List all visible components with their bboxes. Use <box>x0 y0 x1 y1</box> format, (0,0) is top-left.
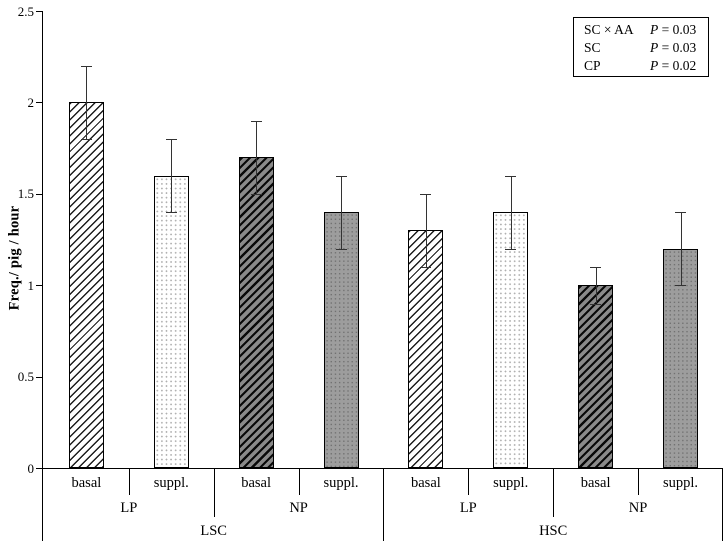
legend-p-value: P = 0.03 <box>650 39 696 57</box>
y-tick-label: 0 <box>27 460 35 476</box>
legend-term: SC × AA <box>584 22 634 37</box>
y-tick <box>36 468 42 469</box>
error-bar <box>680 212 682 286</box>
bar-lsc-lp-basal <box>68 102 104 468</box>
y-tick-label: 1 <box>27 277 35 293</box>
error-bar-cap-bottom <box>420 266 432 268</box>
p-symbol: P <box>650 22 659 37</box>
legend-term: CP <box>584 58 601 73</box>
p-symbol: P <box>650 40 659 55</box>
bar-lsc-np-basal <box>238 157 274 468</box>
p-equation: = 0.03 <box>661 40 697 55</box>
error-bar-cap-bottom <box>250 193 262 195</box>
y-tick <box>36 11 42 12</box>
bar-hsc-lp-suppl <box>493 212 529 468</box>
error-bar <box>256 120 258 194</box>
legend-row: SC × AA P = 0.03 <box>584 21 700 39</box>
error-bar-cap-top <box>165 139 177 140</box>
legend-p-value: P = 0.03 <box>650 21 696 39</box>
error-bar-cap-top <box>590 266 602 268</box>
error-bar-cap-bottom <box>505 248 517 250</box>
error-bar-cap-top <box>420 193 432 195</box>
error-bar-cap-top <box>505 175 517 177</box>
y-axis-line <box>42 11 43 541</box>
x-label-treatment: basal <box>71 475 102 491</box>
p-equation: = 0.02 <box>661 58 697 73</box>
p-symbol: P <box>650 58 659 73</box>
x-label-sc-group: LSC <box>200 523 227 539</box>
error-bar <box>425 193 427 267</box>
y-tick <box>36 285 42 287</box>
y-tick <box>36 102 42 104</box>
bar-hsc-np-basal <box>578 285 614 468</box>
error-bar-cap-bottom <box>335 248 347 250</box>
error-bar-cap-top <box>80 65 92 67</box>
error-bar-cap-top <box>675 212 686 214</box>
stats-legend-box: SC × AA P = 0.03 SC P = 0.03 CP P = 0.02 <box>573 17 709 77</box>
x-label-treatment: basal <box>580 475 611 491</box>
x-axis-line <box>42 468 722 469</box>
x-label-treatment: suppl. <box>323 475 359 491</box>
x-label-protein-group: NP <box>289 500 308 516</box>
y-tick-label: 2 <box>27 94 35 110</box>
y-tick <box>36 376 42 378</box>
group-separator <box>128 468 130 495</box>
error-bar-cap-top <box>250 120 262 122</box>
group-separator <box>468 468 470 495</box>
x-label-protein-group: LP <box>459 500 477 516</box>
error-bar-cap-bottom <box>590 303 602 305</box>
x-label-treatment: suppl. <box>153 475 189 491</box>
x-label-treatment: suppl. <box>662 475 699 491</box>
legend-row: SC P = 0.03 <box>584 39 700 57</box>
group-separator <box>638 468 640 495</box>
x-label-protein-group: NP <box>628 500 648 516</box>
bar-lsc-lp-suppl <box>153 175 189 468</box>
x-label-treatment: basal <box>410 475 441 491</box>
group-separator <box>383 468 385 541</box>
p-equation: = 0.03 <box>661 22 697 37</box>
y-tick-label: 1.5 <box>17 186 34 202</box>
y-tick <box>36 193 42 195</box>
error-bar <box>86 65 88 139</box>
axis-right-boundary <box>722 468 723 541</box>
group-separator <box>553 468 555 517</box>
group-separator <box>298 468 300 495</box>
x-label-treatment: suppl. <box>493 475 529 491</box>
legend-term: SC <box>584 40 601 55</box>
error-bar-cap-top <box>335 175 347 177</box>
error-bar <box>341 175 342 249</box>
y-tick-label: 0.5 <box>17 369 34 385</box>
error-bar <box>595 266 597 304</box>
legend-p-value: P = 0.02 <box>650 57 696 75</box>
error-bar-cap-bottom <box>80 139 92 140</box>
legend-row: CP P = 0.02 <box>584 57 700 75</box>
bar-lsc-np-suppl <box>323 212 359 468</box>
x-label-treatment: basal <box>241 475 271 491</box>
error-bar-cap-bottom <box>165 212 177 214</box>
error-bar-cap-bottom <box>675 285 686 287</box>
bar-hsc-lp-basal <box>408 230 444 468</box>
x-label-protein-group: LP <box>120 500 138 516</box>
x-label-sc-group: HSC <box>539 523 568 539</box>
error-bar <box>171 139 173 213</box>
group-separator <box>213 468 215 517</box>
y-tick-label: 2.5 <box>17 3 34 19</box>
error-bar <box>510 175 512 249</box>
